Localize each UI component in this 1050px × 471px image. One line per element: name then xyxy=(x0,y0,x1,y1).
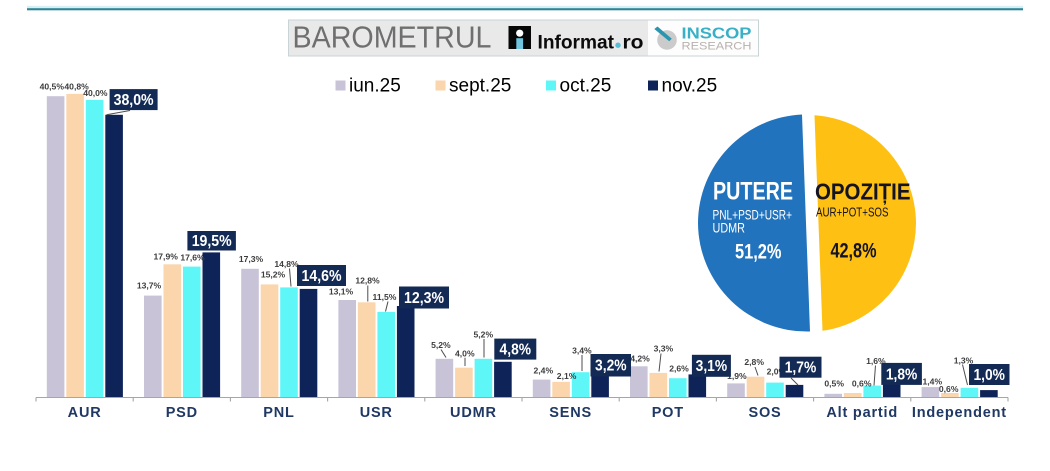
svg-text:1,7%: 1,7% xyxy=(785,360,817,377)
svg-text:40,5%: 40,5% xyxy=(40,81,65,91)
svg-text:oct.25: oct.25 xyxy=(560,76,612,97)
svg-text:51,2%: 51,2% xyxy=(735,240,782,264)
svg-text:1,0%: 1,0% xyxy=(973,367,1005,384)
svg-text:sept.25: sept.25 xyxy=(449,76,511,97)
svg-text:1,3%: 1,3% xyxy=(954,356,974,366)
svg-text:11,5%: 11,5% xyxy=(373,292,397,302)
svg-text:19,5%: 19,5% xyxy=(192,233,232,250)
svg-text:2,6%: 2,6% xyxy=(669,364,689,374)
svg-text:PSD: PSD xyxy=(166,405,198,421)
svg-text:4,0%: 4,0% xyxy=(455,349,475,359)
svg-text:42,8%: 42,8% xyxy=(831,240,877,263)
svg-text:BAROMETRUL: BAROMETRUL xyxy=(293,21,492,55)
svg-text:4,8%: 4,8% xyxy=(500,342,532,359)
svg-text:nov.25: nov.25 xyxy=(662,76,718,97)
svg-text:3,3%: 3,3% xyxy=(654,344,674,354)
svg-text:40,8%: 40,8% xyxy=(64,81,89,91)
svg-text:1,4%: 1,4% xyxy=(923,377,943,387)
svg-text:PUTERE: PUTERE xyxy=(713,178,793,206)
svg-text:UDMR: UDMR xyxy=(713,221,746,236)
svg-text:14,6%: 14,6% xyxy=(302,268,342,285)
svg-text:0,6%: 0,6% xyxy=(939,384,959,394)
svg-text:iun.25: iun.25 xyxy=(349,76,401,97)
svg-text:17,9%: 17,9% xyxy=(154,252,179,262)
svg-text:13,7%: 13,7% xyxy=(137,281,162,291)
svg-text:2,1%: 2,1% xyxy=(557,371,577,381)
svg-text:5,2%: 5,2% xyxy=(431,340,451,350)
svg-text:3,1%: 3,1% xyxy=(696,358,728,375)
svg-text:RESEARCH: RESEARCH xyxy=(682,40,752,52)
svg-text:PNL: PNL xyxy=(263,405,294,421)
svg-text:0,6%: 0,6% xyxy=(852,379,872,389)
svg-text:17,3%: 17,3% xyxy=(239,254,264,264)
svg-text:PNL+PSD+USR+: PNL+PSD+USR+ xyxy=(713,208,793,223)
svg-text:SENS: SENS xyxy=(549,405,592,421)
svg-text:40,0%: 40,0% xyxy=(83,88,108,98)
svg-text:4,2%: 4,2% xyxy=(630,354,650,364)
svg-text:13,1%: 13,1% xyxy=(329,287,354,297)
svg-text:0,5%: 0,5% xyxy=(824,379,844,389)
svg-text:2,0%: 2,0% xyxy=(767,367,787,377)
svg-text:USR: USR xyxy=(360,405,393,421)
svg-text:15,2%: 15,2% xyxy=(261,270,286,280)
svg-text:1,9%: 1,9% xyxy=(727,371,747,381)
svg-text:UDMR: UDMR xyxy=(450,405,497,421)
svg-text:1,8%: 1,8% xyxy=(886,366,918,383)
svg-text:POT: POT xyxy=(652,405,684,421)
svg-text:14,8%: 14,8% xyxy=(274,259,299,269)
svg-text:2,4%: 2,4% xyxy=(534,366,554,376)
svg-text:Independent: Independent xyxy=(912,405,1007,421)
svg-text:ro: ro xyxy=(623,32,644,54)
svg-text:AUR+POT+SOS: AUR+POT+SOS xyxy=(816,205,889,220)
svg-text:12,3%: 12,3% xyxy=(404,290,444,307)
svg-text:INSCOP: INSCOP xyxy=(682,26,752,43)
svg-text:Informat: Informat xyxy=(538,32,615,54)
svg-text:3,4%: 3,4% xyxy=(572,346,592,356)
svg-text:1,6%: 1,6% xyxy=(866,356,886,366)
svg-text:3,2%: 3,2% xyxy=(595,358,627,375)
svg-text:17,6%: 17,6% xyxy=(180,253,205,263)
svg-text:38,0%: 38,0% xyxy=(114,92,154,109)
svg-text:2,8%: 2,8% xyxy=(744,357,764,367)
svg-text:SOS: SOS xyxy=(748,405,781,421)
svg-text:OPOZIȚIE: OPOZIȚIE xyxy=(815,179,911,205)
svg-text:Alt partid: Alt partid xyxy=(826,405,898,421)
svg-text:AUR: AUR xyxy=(68,405,102,421)
svg-text:12,8%: 12,8% xyxy=(355,276,380,286)
svg-text:5,2%: 5,2% xyxy=(474,330,494,340)
